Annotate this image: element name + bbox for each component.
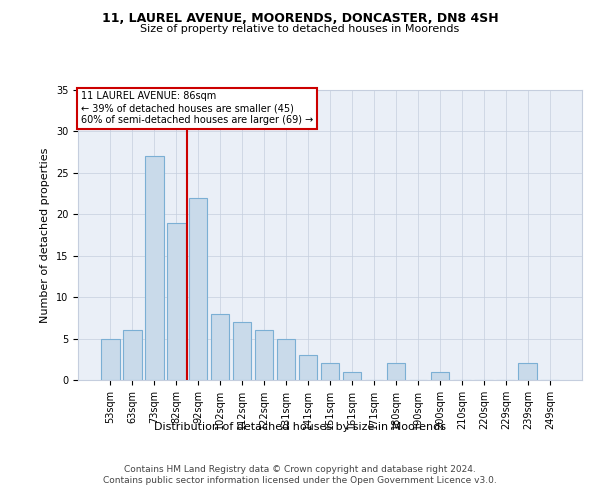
Bar: [123, 330, 142, 380]
Text: 11 LAUREL AVENUE: 86sqm
← 39% of detached houses are smaller (45)
60% of semi-de: 11 LAUREL AVENUE: 86sqm ← 39% of detache…: [80, 92, 313, 124]
Y-axis label: Number of detached properties: Number of detached properties: [40, 148, 50, 322]
Bar: [145, 156, 164, 380]
Bar: [189, 198, 208, 380]
Text: 11, LAUREL AVENUE, MOORENDS, DONCASTER, DN8 4SH: 11, LAUREL AVENUE, MOORENDS, DONCASTER, …: [101, 12, 499, 26]
Bar: [386, 364, 405, 380]
Text: Size of property relative to detached houses in Moorends: Size of property relative to detached ho…: [140, 24, 460, 34]
Text: Contains HM Land Registry data © Crown copyright and database right 2024.: Contains HM Land Registry data © Crown c…: [124, 465, 476, 474]
Bar: [299, 355, 317, 380]
Bar: [255, 330, 274, 380]
Bar: [320, 364, 340, 380]
Bar: [431, 372, 449, 380]
Bar: [211, 314, 229, 380]
Bar: [167, 222, 185, 380]
Bar: [343, 372, 361, 380]
Text: Contains public sector information licensed under the Open Government Licence v3: Contains public sector information licen…: [103, 476, 497, 485]
Bar: [101, 338, 119, 380]
Bar: [518, 364, 537, 380]
Bar: [233, 322, 251, 380]
Bar: [277, 338, 295, 380]
Text: Distribution of detached houses by size in Moorends: Distribution of detached houses by size …: [154, 422, 446, 432]
